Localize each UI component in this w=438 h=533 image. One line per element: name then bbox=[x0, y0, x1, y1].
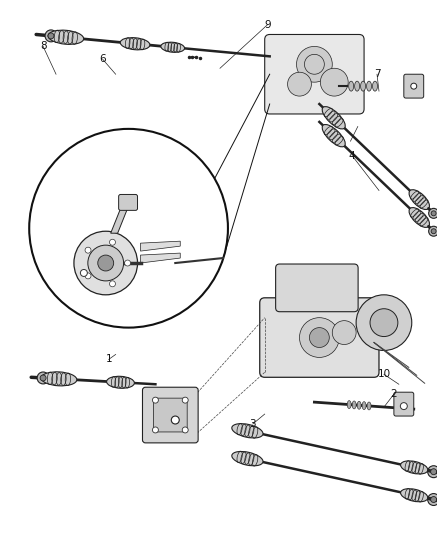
FancyBboxPatch shape bbox=[153, 398, 187, 432]
Circle shape bbox=[152, 397, 159, 403]
Circle shape bbox=[40, 375, 46, 381]
Circle shape bbox=[411, 83, 417, 89]
Circle shape bbox=[85, 273, 91, 279]
Ellipse shape bbox=[347, 401, 351, 408]
Circle shape bbox=[110, 281, 116, 287]
Circle shape bbox=[182, 427, 188, 433]
Circle shape bbox=[429, 226, 438, 236]
Circle shape bbox=[429, 208, 438, 219]
FancyBboxPatch shape bbox=[404, 74, 424, 98]
Circle shape bbox=[297, 46, 332, 82]
Text: 8: 8 bbox=[40, 42, 46, 51]
Circle shape bbox=[182, 397, 188, 403]
Circle shape bbox=[37, 372, 49, 384]
Circle shape bbox=[98, 255, 114, 271]
Circle shape bbox=[356, 295, 412, 351]
Text: 4: 4 bbox=[349, 151, 356, 161]
Ellipse shape bbox=[367, 81, 371, 91]
Circle shape bbox=[431, 469, 437, 475]
Ellipse shape bbox=[409, 190, 430, 209]
FancyBboxPatch shape bbox=[119, 195, 138, 211]
Ellipse shape bbox=[357, 401, 361, 409]
Text: 2: 2 bbox=[391, 389, 397, 399]
Ellipse shape bbox=[232, 451, 263, 466]
Circle shape bbox=[48, 33, 54, 39]
Circle shape bbox=[431, 497, 437, 503]
FancyBboxPatch shape bbox=[142, 387, 198, 443]
Circle shape bbox=[85, 247, 91, 253]
Circle shape bbox=[431, 229, 436, 233]
Ellipse shape bbox=[401, 489, 428, 502]
Text: 6: 6 bbox=[99, 54, 106, 64]
Ellipse shape bbox=[142, 256, 174, 270]
Circle shape bbox=[309, 328, 329, 348]
Circle shape bbox=[300, 318, 339, 358]
Circle shape bbox=[29, 129, 228, 328]
Circle shape bbox=[81, 270, 87, 277]
FancyBboxPatch shape bbox=[260, 298, 379, 377]
Circle shape bbox=[427, 466, 438, 478]
Ellipse shape bbox=[322, 125, 345, 147]
Circle shape bbox=[152, 427, 159, 433]
Circle shape bbox=[110, 239, 116, 245]
Circle shape bbox=[320, 68, 348, 96]
Ellipse shape bbox=[352, 401, 356, 409]
Ellipse shape bbox=[409, 207, 430, 228]
Ellipse shape bbox=[367, 402, 371, 410]
Polygon shape bbox=[141, 241, 180, 251]
Circle shape bbox=[431, 211, 436, 216]
Text: 10: 10 bbox=[378, 369, 391, 379]
Circle shape bbox=[124, 260, 131, 266]
FancyBboxPatch shape bbox=[394, 392, 414, 416]
Circle shape bbox=[88, 245, 124, 281]
Polygon shape bbox=[141, 253, 180, 263]
Ellipse shape bbox=[120, 38, 150, 50]
Ellipse shape bbox=[355, 81, 360, 91]
Ellipse shape bbox=[349, 81, 353, 91]
Circle shape bbox=[370, 309, 398, 336]
FancyBboxPatch shape bbox=[265, 35, 364, 114]
Circle shape bbox=[171, 416, 179, 424]
Text: 7: 7 bbox=[374, 69, 380, 79]
Ellipse shape bbox=[362, 402, 366, 409]
Ellipse shape bbox=[322, 107, 345, 129]
Ellipse shape bbox=[41, 372, 77, 386]
Ellipse shape bbox=[401, 461, 428, 474]
Text: 9: 9 bbox=[265, 20, 271, 29]
Ellipse shape bbox=[373, 81, 378, 91]
Circle shape bbox=[332, 321, 356, 344]
Circle shape bbox=[74, 231, 138, 295]
Ellipse shape bbox=[106, 376, 134, 389]
Ellipse shape bbox=[360, 81, 366, 91]
Text: 1: 1 bbox=[106, 354, 112, 365]
Circle shape bbox=[427, 494, 438, 505]
Circle shape bbox=[400, 402, 407, 409]
Text: 3: 3 bbox=[250, 419, 256, 429]
Circle shape bbox=[45, 30, 57, 42]
Polygon shape bbox=[111, 204, 131, 233]
Circle shape bbox=[288, 72, 311, 96]
Ellipse shape bbox=[232, 424, 263, 438]
Ellipse shape bbox=[161, 42, 184, 52]
FancyBboxPatch shape bbox=[276, 264, 358, 312]
Ellipse shape bbox=[48, 30, 84, 44]
Circle shape bbox=[304, 54, 324, 74]
